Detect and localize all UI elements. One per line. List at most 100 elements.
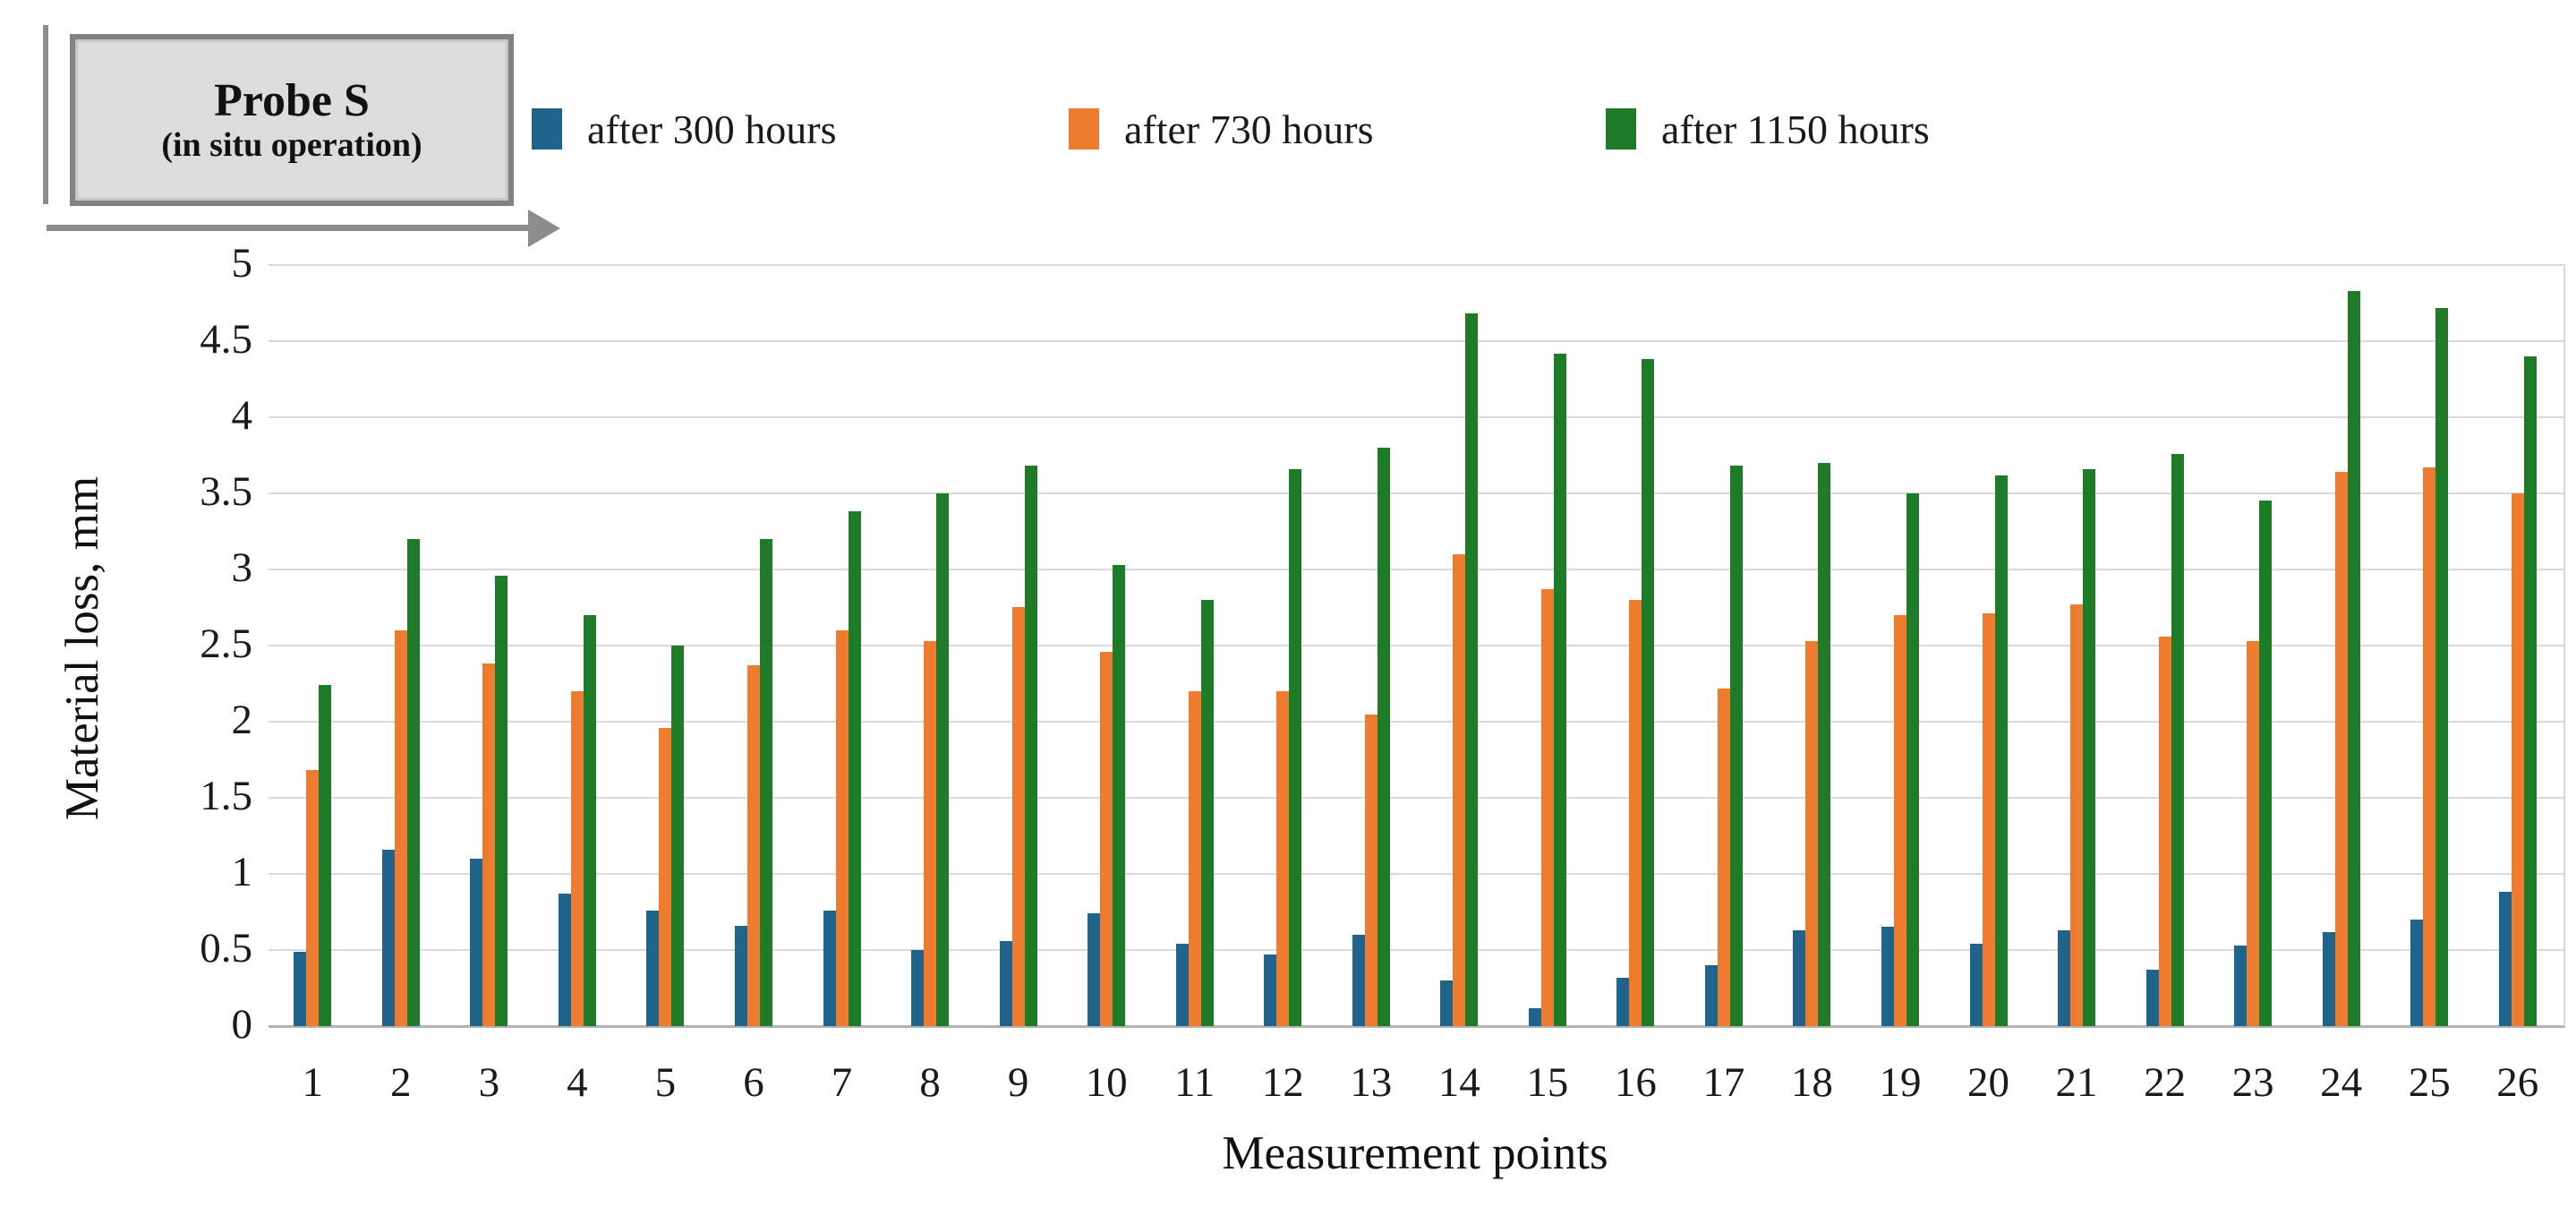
bar-series-1-point-6 xyxy=(735,926,747,1026)
bar-series-3-point-19 xyxy=(1906,493,1919,1026)
x-axis-tick-label: 19 xyxy=(1879,1059,1922,1106)
x-axis-tick-label: 20 xyxy=(1967,1059,2009,1106)
legend-item-after-300-hours: after 300 hours xyxy=(532,106,836,152)
x-axis-tick-label: 12 xyxy=(1261,1059,1304,1106)
bar-series-3-point-12 xyxy=(1289,469,1301,1026)
bar-series-2-point-22 xyxy=(2159,637,2171,1026)
bar-series-1-point-11 xyxy=(1176,944,1189,1026)
bar-series-2-point-4 xyxy=(571,691,584,1026)
bar-series-2-point-17 xyxy=(1718,689,1730,1026)
legend-label: after 730 hours xyxy=(1124,106,1374,152)
legend-swatch-green xyxy=(1606,108,1636,150)
bar-series-2-point-12 xyxy=(1276,691,1289,1026)
bar-series-1-point-15 xyxy=(1529,1008,1541,1026)
bar-series-2-point-26 xyxy=(2512,493,2524,1026)
x-axis-title: Measurement points xyxy=(1222,1127,1608,1179)
x-axis-tick-label: 7 xyxy=(831,1059,853,1106)
bar-series-3-point-14 xyxy=(1465,313,1478,1026)
x-axis-tick-label: 14 xyxy=(1437,1059,1480,1106)
bar-series-2-point-19 xyxy=(1894,615,1906,1026)
x-axis-tick-label: 25 xyxy=(2408,1059,2451,1106)
legend-swatch-orange xyxy=(1069,108,1099,150)
x-axis-tick-label: 8 xyxy=(919,1059,941,1106)
bar-series-1-point-3 xyxy=(470,859,482,1026)
bar-series-1-point-7 xyxy=(823,911,836,1026)
gridline-y-5 xyxy=(269,264,2565,266)
y-axis-tick-label: 5 xyxy=(231,239,253,287)
x-axis-tick-label: 18 xyxy=(1790,1059,1833,1106)
bar-series-2-point-8 xyxy=(924,641,936,1026)
x-axis-tick-label: 5 xyxy=(654,1059,677,1106)
bar-series-3-point-8 xyxy=(936,493,949,1026)
bar-series-1-point-12 xyxy=(1264,954,1276,1026)
bar-series-2-point-16 xyxy=(1629,600,1642,1026)
x-axis-tick-label: 21 xyxy=(2055,1059,2098,1106)
x-axis-tick-label: 1 xyxy=(302,1059,324,1106)
y-axis-tick-label: 4.5 xyxy=(200,315,252,363)
bar-series-3-point-11 xyxy=(1201,600,1214,1026)
bar-series-2-point-1 xyxy=(306,770,319,1026)
bar-series-3-point-26 xyxy=(2524,356,2537,1026)
x-axis-tick-label: 24 xyxy=(2320,1059,2363,1106)
bar-series-2-point-3 xyxy=(482,663,495,1026)
bar-series-2-point-5 xyxy=(659,728,671,1026)
gridline-y-3.5 xyxy=(269,492,2565,494)
bar-series-3-point-1 xyxy=(319,685,331,1026)
x-axis-tick-label: 10 xyxy=(1085,1059,1128,1106)
probe-subtitle: (in situ operation) xyxy=(161,125,422,164)
probe-label-box: Probe S (in situ operation) xyxy=(70,34,514,206)
bar-series-2-point-11 xyxy=(1189,691,1201,1026)
bar-series-1-point-4 xyxy=(559,894,571,1026)
bar-series-2-point-15 xyxy=(1541,589,1554,1026)
bar-series-1-point-25 xyxy=(2410,920,2423,1026)
x-axis-tick-label: 26 xyxy=(2496,1059,2539,1106)
bar-series-1-point-5 xyxy=(646,911,659,1026)
x-axis-tick-label: 22 xyxy=(2144,1059,2187,1106)
bar-series-1-point-10 xyxy=(1088,913,1100,1026)
legend-item-after-730-hours: after 730 hours xyxy=(1069,106,1373,152)
y-axis-tick-label: 3 xyxy=(231,544,253,591)
callout-arrow-icon xyxy=(528,210,560,247)
gridline-y-2 xyxy=(269,721,2565,723)
bar-series-1-point-9 xyxy=(1000,941,1012,1026)
bar-series-2-point-13 xyxy=(1365,715,1378,1026)
bar-series-2-point-14 xyxy=(1453,554,1465,1026)
y-axis-tick-label: 0 xyxy=(231,1000,253,1048)
bar-series-1-point-22 xyxy=(2146,970,2159,1026)
bar-series-2-point-7 xyxy=(836,630,849,1026)
bar-series-2-point-21 xyxy=(2070,604,2083,1026)
bar-series-2-point-2 xyxy=(395,630,407,1026)
bar-series-1-point-14 xyxy=(1440,980,1453,1026)
x-axis-tick-label: 3 xyxy=(478,1059,500,1106)
gridline-y-1 xyxy=(269,873,2565,875)
bar-series-1-point-13 xyxy=(1352,935,1365,1026)
x-axis-tick-label: 6 xyxy=(743,1059,764,1106)
x-axis-tick-label: 2 xyxy=(390,1059,412,1106)
x-axis-tick-label: 13 xyxy=(1350,1059,1393,1106)
x-axis-tick-label: 15 xyxy=(1526,1059,1569,1106)
gridline-y-2.5 xyxy=(269,645,2565,646)
plot-right-border xyxy=(2563,265,2565,1026)
bar-series-3-point-5 xyxy=(671,646,684,1026)
bar-series-1-point-1 xyxy=(294,952,306,1026)
x-axis-tick-label: 23 xyxy=(2231,1059,2274,1106)
bar-series-3-point-2 xyxy=(407,539,420,1026)
bar-series-1-point-17 xyxy=(1705,965,1718,1026)
bar-series-3-point-15 xyxy=(1554,354,1566,1026)
x-axis-tick-label: 16 xyxy=(1614,1059,1657,1106)
bar-series-3-point-7 xyxy=(849,511,861,1026)
legend-item-after-1150-hours: after 1150 hours xyxy=(1606,106,1930,152)
bar-series-3-point-10 xyxy=(1113,565,1125,1026)
bar-series-1-point-18 xyxy=(1793,930,1805,1026)
bar-series-3-point-25 xyxy=(2435,308,2448,1026)
bar-series-3-point-9 xyxy=(1025,466,1037,1026)
y-axis-tick-label: 1 xyxy=(231,848,253,895)
x-axis-tick-label: 11 xyxy=(1174,1059,1215,1106)
bar-series-3-point-23 xyxy=(2259,501,2272,1026)
gridline-y-3 xyxy=(269,569,2565,570)
probe-title: Probe S xyxy=(214,74,370,126)
bar-series-1-point-2 xyxy=(382,850,395,1026)
y-axis-tick-label: 4 xyxy=(231,391,253,439)
y-axis-tick-label: 3.5 xyxy=(200,467,252,515)
